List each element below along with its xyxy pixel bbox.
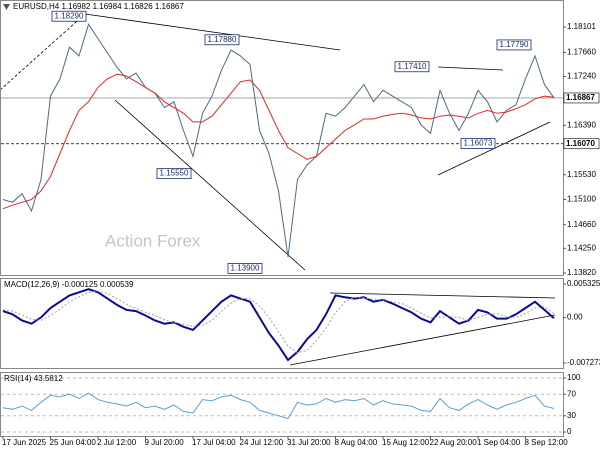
price-annotation: 1.17410	[398, 62, 427, 71]
level-label: 1.16867	[566, 93, 595, 102]
price-annotation: 1.13900	[231, 264, 260, 273]
y-tick-label: 1.15530	[567, 170, 596, 179]
price-annotation-box	[204, 34, 240, 46]
y-tick-label: 1.17240	[567, 72, 596, 81]
series-line	[2, 23, 555, 257]
y-tick-label: 1.18101	[567, 22, 596, 31]
series-line	[2, 392, 555, 420]
y-tick-label: 1.15100	[567, 195, 596, 204]
price-annotation: 1.18290	[55, 11, 84, 20]
price-annotation-box	[51, 10, 87, 22]
x-tick-label: 24 Jul 12:00	[240, 438, 284, 447]
y-tick-label: 0.00	[567, 313, 583, 322]
y-tick-label: 1.14660	[567, 220, 596, 229]
x-tick-label: 22 Aug 20:00	[430, 438, 478, 447]
price-annotation-box	[496, 39, 532, 51]
panel-title: EURUSD,H4 1.16982 1.16984 1.16826 1.1686…	[13, 2, 184, 11]
trendline	[289, 314, 556, 366]
y-tick-label: 0.005325	[567, 279, 600, 288]
level-label: 1.16070	[566, 139, 595, 148]
series-line	[2, 290, 555, 354]
x-tick-label: 9 Jul 20:00	[145, 438, 185, 447]
price-annotation: 1.15550	[160, 169, 189, 178]
trendline	[114, 99, 306, 271]
x-tick-label: 17 Jul 04:00	[192, 438, 236, 447]
panel	[0, 278, 564, 369]
x-tick-label: 15 Aug 12:00	[382, 438, 430, 447]
y-tick-label: 1.17660	[567, 48, 596, 57]
panel-title: RSI(14) 43.5812	[4, 374, 63, 383]
level-box	[563, 138, 600, 150]
y-tick-label: 1.13820	[567, 268, 596, 277]
price-annotation-box	[156, 168, 192, 180]
price-annotation: 1.17790	[500, 40, 529, 49]
price-annotation-box	[227, 263, 263, 274]
x-tick-label: 1 Sep 04:00	[477, 438, 521, 447]
watermark: Action Forex	[105, 231, 201, 250]
y-tick-label: 0	[567, 427, 572, 436]
level-box	[563, 92, 600, 104]
panel-title: MACD(12,26,9) -0.000125 0.000539	[4, 280, 134, 289]
y-tick-label: 70	[567, 389, 576, 398]
x-tick-label: 8 Sep 12:00	[525, 438, 569, 447]
x-tick-label: 25 Jun 04:00	[50, 438, 97, 447]
panel	[0, 372, 564, 437]
y-tick-label: 30	[567, 411, 576, 420]
x-tick-label: 2 Jul 12:00	[97, 438, 137, 447]
y-tick-label: 1.16390	[567, 120, 596, 129]
y-tick-label: 100	[567, 373, 581, 382]
x-tick-label: 17 Jun 2025	[2, 438, 47, 447]
trendline	[84, 13, 341, 51]
panel	[0, 0, 564, 276]
y-tick-label: -0.007273	[567, 358, 600, 367]
x-tick-label: 8 Aug 04:00	[335, 438, 378, 447]
price-annotation: 1.17880	[208, 35, 237, 44]
title-icon	[3, 4, 10, 10]
trendline	[0, 13, 86, 91]
trendline	[437, 66, 504, 71]
trendline	[329, 292, 556, 299]
price-annotation-box	[460, 138, 496, 149]
price-annotation: 1.16073	[464, 139, 493, 148]
price-annotation-box	[394, 61, 430, 73]
y-tick-label: 1.14250	[567, 243, 596, 252]
series-line	[2, 73, 555, 210]
x-tick-label: 31 Jul 20:00	[287, 438, 331, 447]
